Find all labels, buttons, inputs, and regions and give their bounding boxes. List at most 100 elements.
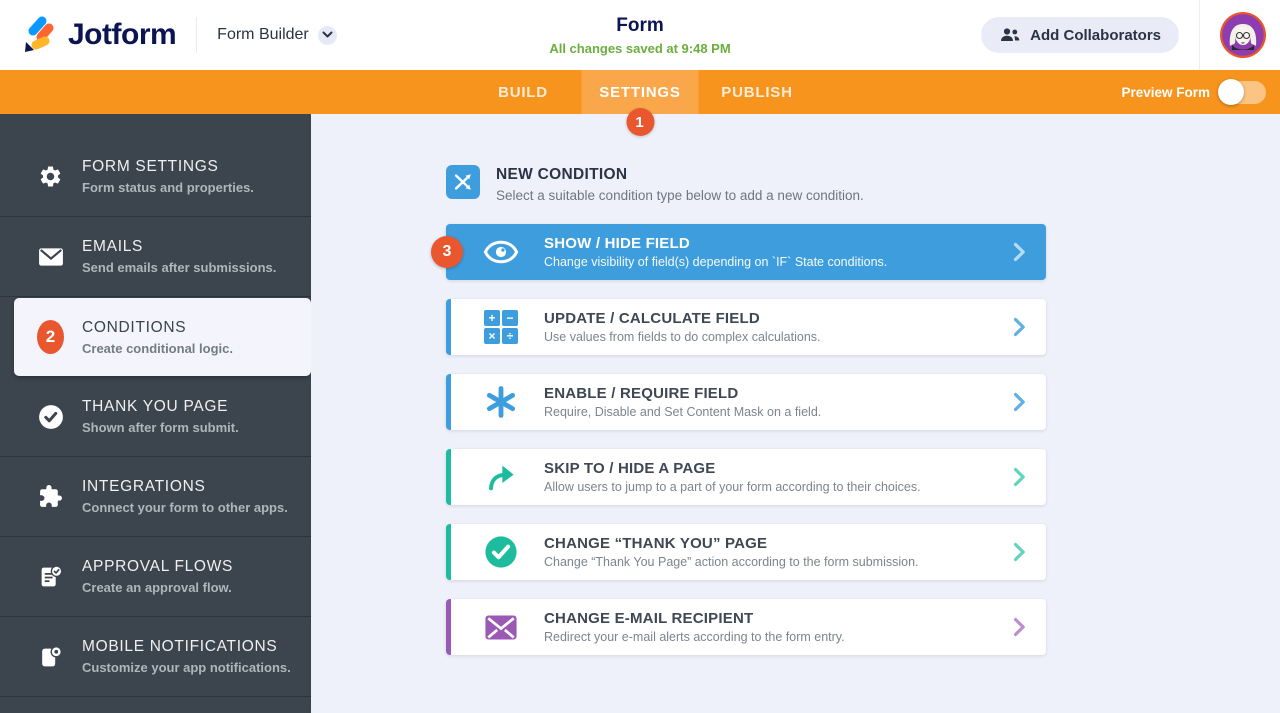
chevron-right-icon [1013, 542, 1026, 562]
avatar-wrap [1199, 0, 1266, 70]
app-header: Jotform Form Builder Form All changes sa… [0, 0, 1280, 70]
condition-card-change-e-mail-recipient[interactable]: CHANGE E-MAIL RECIPIENT Redirect your e-… [446, 599, 1046, 655]
content-area: NEW CONDITION Select a suitable conditio… [311, 114, 1280, 713]
sidebar-item-desc: Customize your app notifications. [82, 660, 291, 675]
step-badge-2: 2 [37, 320, 64, 354]
jotform-logo[interactable]: Jotform [20, 16, 177, 54]
sidebar-item-desc: Form status and properties. [82, 180, 254, 195]
sidebar-item-text: CONDITIONS Create conditional logic. [82, 319, 233, 356]
condition-card-show-hide-field[interactable]: 3 SHOW / HIDE FIELD Change visibility of … [431, 224, 1046, 280]
sidebar-item-desc: Send emails after submissions. [82, 260, 277, 275]
condition-card-text: SHOW / HIDE FIELD Change visibility of f… [544, 235, 1013, 269]
tab-label: PUBLISH [721, 83, 793, 101]
mobile-bell-icon [37, 644, 64, 670]
condition-card-text: CHANGE “THANK YOU” PAGE Change “Thank Yo… [544, 535, 1013, 569]
form-title-block: Form All changes saved at 9:48 PM [549, 0, 730, 70]
sidebar-item-form-settings[interactable]: FORM SETTINGS Form status and properties… [0, 137, 311, 217]
sidebar-item-desc: Create conditional logic. [82, 340, 233, 356]
sidebar-item-text: MOBILE NOTIFICATIONS Customize your app … [82, 638, 291, 675]
tab-settings[interactable]: SETTINGS 1 [581, 70, 699, 136]
envelope-icon [37, 247, 64, 267]
condition-card-skip-to-hide-a-page[interactable]: SKIP TO / HIDE A PAGE Allow users to jum… [446, 449, 1046, 505]
sidebar-item-text: FORM SETTINGS Form status and properties… [82, 158, 254, 195]
envelope-purple-icon [483, 614, 519, 641]
check-circle-icon [37, 404, 64, 430]
sidebar-item-integrations[interactable]: INTEGRATIONS Connect your form to other … [0, 457, 311, 537]
section-subtitle: Select a suitable condition type below t… [496, 188, 864, 203]
sidebar-item-text: EMAILS Send emails after submissions. [82, 238, 276, 275]
condition-card-text: SKIP TO / HIDE A PAGE Allow users to jum… [544, 460, 1013, 494]
sidebar-item-label: MOBILE NOTIFICATIONS [82, 638, 278, 655]
condition-card-desc: Require, Disable and Set Content Mask on… [544, 405, 822, 419]
sidebar-item-desc: Shown after form submit. [82, 420, 239, 435]
chevron-right-icon [1013, 617, 1026, 637]
condition-card-desc: Allow users to jump to a part of your fo… [544, 480, 921, 494]
condition-card-enable-require-field[interactable]: ENABLE / REQUIRE FIELD Require, Disable … [446, 374, 1046, 430]
tab-publish[interactable]: PUBLISH [699, 70, 816, 114]
header-divider [196, 17, 198, 53]
sidebar-item-mobile-notifications[interactable]: MOBILE NOTIFICATIONS Customize your app … [0, 617, 311, 697]
nav-tabs: BUILD SETTINGS 1 PUBLISH [465, 70, 816, 136]
sidebar-item-desc: Create an approval flow. [82, 580, 232, 595]
sidebar-item-desc: Connect your form to other apps. [82, 500, 288, 515]
sidebar-item-label: EMAILS [82, 238, 144, 255]
condition-card-title: ENABLE / REQUIRE FIELD [544, 385, 739, 402]
product-name: Form Builder [217, 26, 309, 43]
chevron-down-icon [317, 25, 337, 45]
add-collaborators-button[interactable]: Add Collaborators [981, 17, 1179, 53]
header-left: Jotform Form Builder [0, 0, 337, 70]
condition-card-list: 3 SHOW / HIDE FIELD Change visibility of … [431, 224, 1280, 655]
tab-build[interactable]: BUILD [465, 70, 582, 114]
collaborators-icon [999, 27, 1021, 43]
check-circle-green-icon [483, 535, 519, 569]
skip-arrow-icon [483, 461, 519, 493]
sidebar-item-label: FORM SETTINGS [82, 158, 219, 175]
settings-sidebar: FORM SETTINGS Form status and properties… [0, 114, 311, 713]
calculator-icon: + − × ÷ [483, 310, 519, 344]
chevron-right-icon [1013, 392, 1026, 412]
toggle-knob [1218, 79, 1244, 105]
sidebar-item-label: THANK YOU PAGE [82, 398, 229, 415]
chevron-right-icon [1013, 317, 1026, 337]
preview-form-label: Preview Form [1121, 84, 1210, 100]
sidebar-item-label: CONDITIONS [82, 318, 187, 336]
gear-icon [37, 164, 64, 189]
form-title[interactable]: Form [616, 14, 664, 36]
condition-card-text: CHANGE E-MAIL RECIPIENT Redirect your e-… [544, 610, 1013, 644]
approval-doc-icon [37, 564, 64, 590]
condition-card-desc: Change “Thank You Page” action according… [544, 555, 919, 569]
sidebar-item-text: THANK YOU PAGE Shown after form submit. [82, 398, 239, 435]
sidebar-item-label: INTEGRATIONS [82, 478, 206, 495]
preview-form-control: Preview Form [1121, 70, 1266, 114]
product-switcher[interactable]: Form Builder [217, 25, 337, 45]
step-badge-3: 3 [431, 236, 463, 268]
condition-card-desc: Redirect your e-mail alerts according to… [544, 630, 845, 644]
condition-card-update-calculate-field[interactable]: + − × ÷ UPDATE / CALCULATE FIELD Use values… [446, 299, 1046, 355]
puzzle-icon [37, 484, 64, 509]
new-condition-text: NEW CONDITION Select a suitable conditio… [496, 165, 864, 203]
tab-label: SETTINGS [599, 83, 681, 101]
sidebar-item-conditions[interactable]: 2 CONDITIONS Create conditional logic. [14, 298, 311, 376]
new-condition-header: NEW CONDITION Select a suitable conditio… [446, 165, 1280, 203]
chevron-right-icon [1013, 467, 1026, 487]
condition-card-change-thank-you-page[interactable]: CHANGE “THANK YOU” PAGE Change “Thank Yo… [446, 524, 1046, 580]
save-status: All changes saved at 9:48 PM [549, 40, 731, 56]
sidebar-item-approval-flows[interactable]: APPROVAL FLOWS Create an approval flow. [0, 537, 311, 617]
asterisk-icon [483, 385, 519, 419]
condition-card-title: SKIP TO / HIDE A PAGE [544, 460, 716, 477]
sidebar-item-emails[interactable]: EMAILS Send emails after submissions. [0, 217, 311, 297]
condition-card-title: SHOW / HIDE FIELD [544, 235, 690, 252]
chevron-right-icon [1013, 242, 1026, 262]
number-badge: 2 [37, 320, 64, 354]
condition-card-title: CHANGE E-MAIL RECIPIENT [544, 610, 754, 627]
condition-card-text: UPDATE / CALCULATE FIELD Use values from… [544, 310, 1013, 344]
build-navbar: BUILD SETTINGS 1 PUBLISH Preview Form [0, 70, 1280, 136]
sidebar-item-text: INTEGRATIONS Connect your form to other … [82, 478, 288, 515]
preview-form-toggle[interactable] [1218, 79, 1266, 105]
sidebar-item-label: APPROVAL FLOWS [82, 558, 234, 575]
branch-arrows-icon [446, 165, 480, 199]
avatar[interactable] [1220, 12, 1266, 58]
sidebar-item-text: APPROVAL FLOWS Create an approval flow. [82, 558, 233, 595]
sidebar-item-thank-you-page[interactable]: THANK YOU PAGE Shown after form submit. [0, 377, 311, 457]
step-badge-1: 1 [626, 108, 654, 136]
